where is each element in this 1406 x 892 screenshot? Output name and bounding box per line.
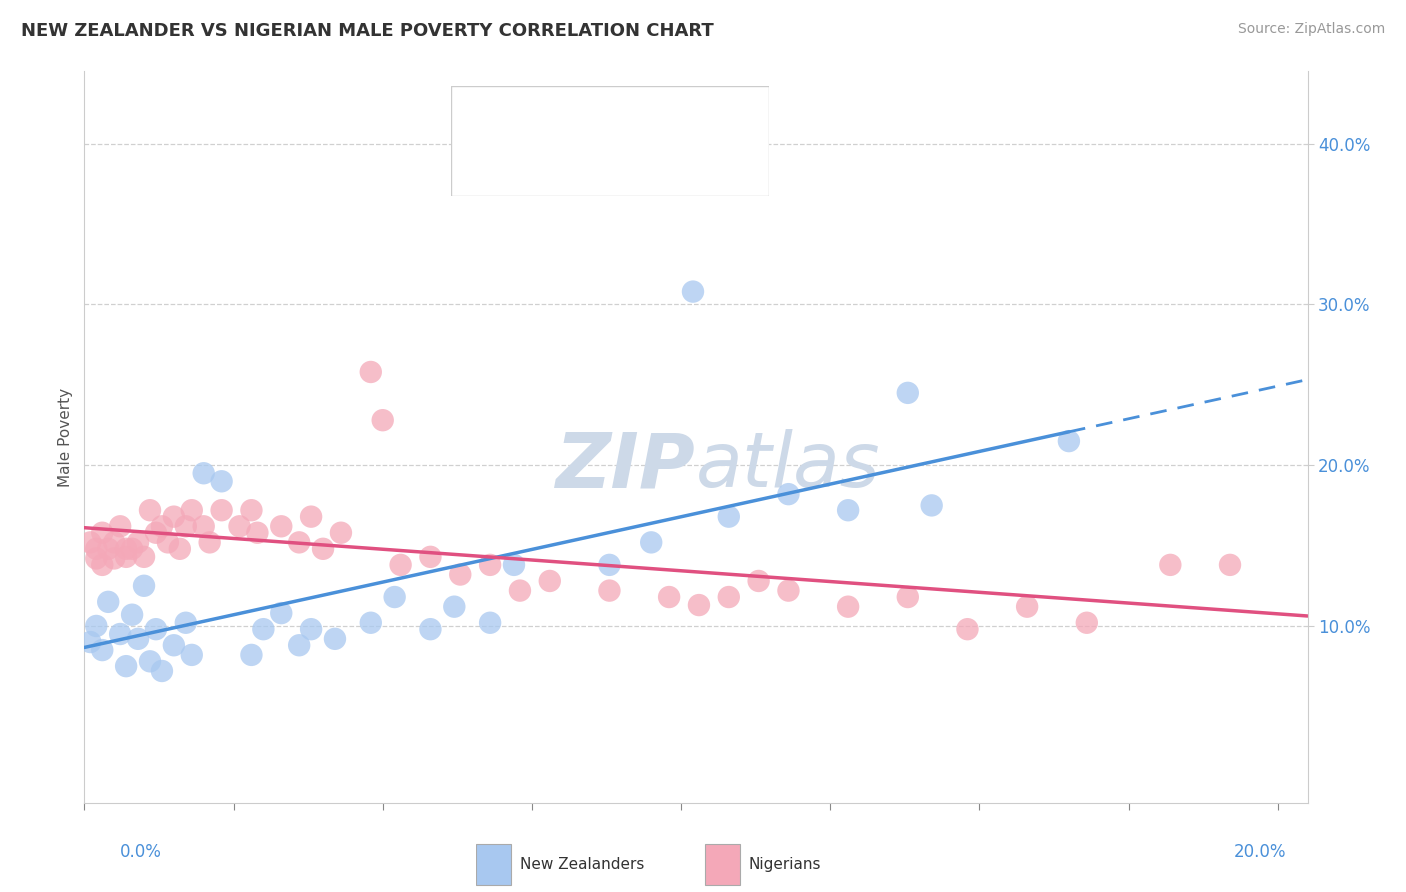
Point — [778, 583, 800, 598]
Point — [598, 583, 620, 598]
Text: NEW ZEALANDER VS NIGERIAN MALE POVERTY CORRELATION CHART: NEW ZEALANDER VS NIGERIAN MALE POVERTY C… — [21, 22, 714, 40]
Point — [103, 535, 125, 549]
Point — [323, 632, 346, 646]
Point — [921, 499, 943, 513]
Point — [479, 615, 502, 630]
Point — [389, 558, 412, 572]
Point — [658, 590, 681, 604]
Point — [778, 487, 800, 501]
Point — [180, 503, 202, 517]
Point — [84, 541, 107, 556]
Point — [79, 635, 101, 649]
Point — [169, 541, 191, 556]
Point — [299, 509, 322, 524]
Point — [139, 654, 162, 668]
Point — [419, 622, 441, 636]
Point — [127, 632, 149, 646]
Point — [748, 574, 770, 588]
Point — [84, 551, 107, 566]
Point — [329, 525, 352, 540]
Point — [1076, 615, 1098, 630]
Point — [193, 467, 215, 481]
Point — [180, 648, 202, 662]
Point — [837, 599, 859, 614]
Point — [371, 413, 394, 427]
Point — [132, 549, 155, 564]
Point — [240, 648, 263, 662]
Point — [228, 519, 250, 533]
Point — [97, 595, 120, 609]
Point — [312, 541, 335, 556]
Point — [598, 558, 620, 572]
Point — [688, 598, 710, 612]
Point — [115, 541, 138, 556]
Point — [127, 535, 149, 549]
Point — [139, 503, 162, 517]
Text: atlas: atlas — [696, 429, 880, 503]
Point — [299, 622, 322, 636]
Point — [91, 558, 114, 572]
Point — [1159, 558, 1181, 572]
Point — [360, 365, 382, 379]
Point — [91, 525, 114, 540]
Point — [79, 535, 101, 549]
Point — [503, 558, 526, 572]
Point — [163, 509, 186, 524]
Point — [97, 541, 120, 556]
Point — [443, 599, 465, 614]
Point — [384, 590, 406, 604]
Point — [1219, 558, 1241, 572]
Point — [132, 579, 155, 593]
Point — [1017, 599, 1039, 614]
Point — [717, 509, 740, 524]
Point — [1057, 434, 1080, 449]
Point — [897, 385, 920, 400]
Text: 20.0%: 20.0% — [1234, 843, 1286, 861]
Point — [479, 558, 502, 572]
Point — [150, 519, 173, 533]
Point — [897, 590, 920, 604]
Point — [837, 503, 859, 517]
Text: 0.0%: 0.0% — [120, 843, 162, 861]
Point — [640, 535, 662, 549]
Point — [84, 619, 107, 633]
Point — [121, 607, 143, 622]
Point — [198, 535, 221, 549]
Point — [174, 615, 197, 630]
Point — [419, 549, 441, 564]
Point — [108, 519, 131, 533]
Point — [145, 525, 167, 540]
Point — [211, 475, 233, 489]
Point — [91, 643, 114, 657]
Point — [156, 535, 179, 549]
Point — [270, 519, 292, 533]
Point — [360, 615, 382, 630]
Point — [108, 627, 131, 641]
Point — [682, 285, 704, 299]
Point — [509, 583, 531, 598]
Point — [717, 590, 740, 604]
Point — [449, 567, 471, 582]
Point — [193, 519, 215, 533]
Point — [956, 622, 979, 636]
Point — [246, 525, 269, 540]
Y-axis label: Male Poverty: Male Poverty — [58, 387, 73, 487]
Point — [288, 535, 311, 549]
Point — [145, 622, 167, 636]
Point — [163, 638, 186, 652]
Point — [211, 503, 233, 517]
Text: Source: ZipAtlas.com: Source: ZipAtlas.com — [1237, 22, 1385, 37]
Point — [174, 519, 197, 533]
Text: ZIP: ZIP — [557, 429, 696, 503]
Point — [240, 503, 263, 517]
Point — [252, 622, 274, 636]
Point — [288, 638, 311, 652]
Point — [150, 664, 173, 678]
Point — [121, 541, 143, 556]
Point — [103, 551, 125, 566]
Point — [270, 606, 292, 620]
Point — [538, 574, 561, 588]
Point — [115, 549, 138, 564]
Point — [115, 659, 138, 673]
